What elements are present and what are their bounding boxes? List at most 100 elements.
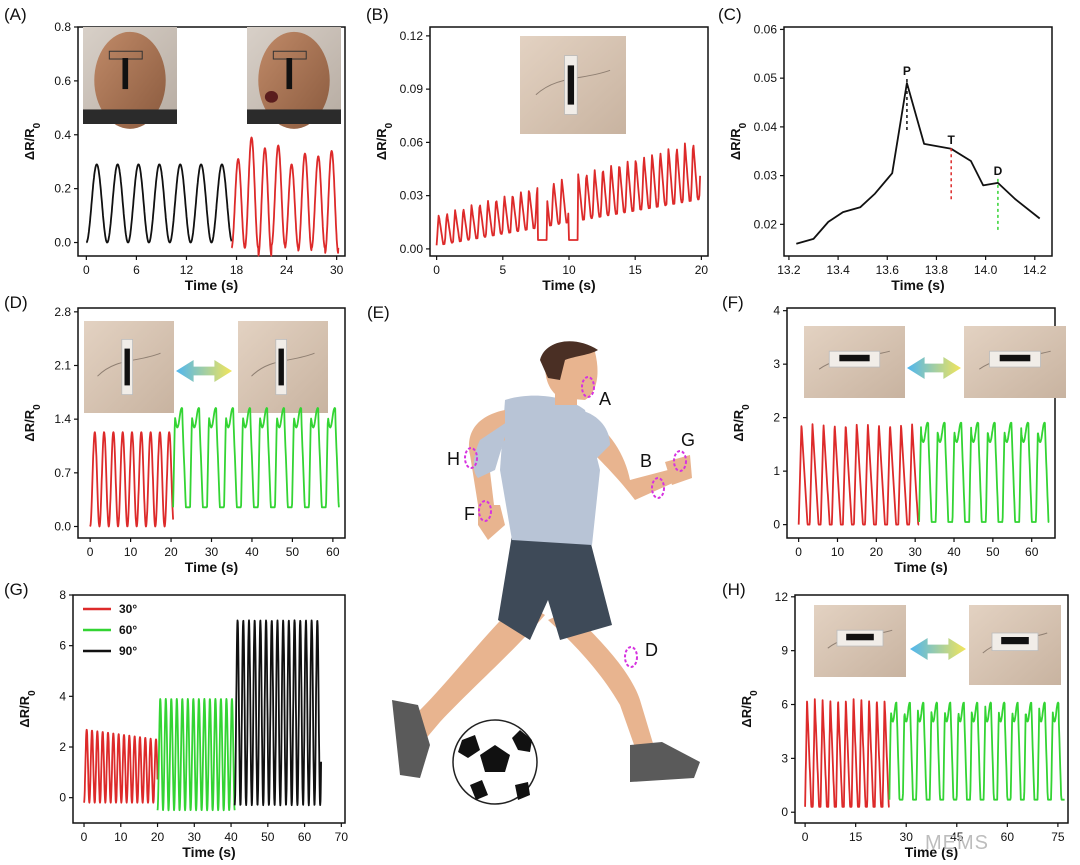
photo-shirt: [247, 109, 341, 124]
legend-label: 30°: [119, 602, 137, 616]
back-sleeve: [473, 420, 510, 478]
y-tick-label: 1.4: [54, 412, 71, 426]
y-tick-label: 0.06: [754, 22, 778, 36]
y-tick-label: 0.0: [54, 520, 71, 534]
y-tick-label: 3: [773, 357, 780, 371]
inset-photo-knee-straight: [84, 321, 174, 413]
x-tick-label: 12: [180, 263, 194, 277]
front-sleeve: [580, 410, 610, 460]
y-axis-label-subscript: 0: [749, 690, 760, 696]
peak-label-t: T: [948, 133, 956, 147]
panel-a-label: (A): [4, 5, 27, 24]
shorts: [498, 535, 612, 640]
site-label-d: D: [645, 640, 658, 660]
site-marker-a: [581, 376, 595, 398]
x-tick-label: 40: [947, 545, 961, 559]
y-axis-label-subscript: 0: [32, 404, 43, 410]
site-label-h: H: [447, 449, 460, 469]
y-axis-label-subscript: 0: [32, 122, 43, 128]
x-tick-label: 13.2: [777, 263, 801, 277]
y-tick-label: 6: [59, 639, 66, 653]
series-line-fast: [89, 431, 174, 528]
double-arrow-icon: [176, 360, 232, 382]
y-tick-label: 0: [773, 518, 780, 532]
y-tick-label: 2.1: [54, 359, 71, 373]
y-tick-label: 0.0: [54, 236, 71, 250]
x-tick-label: 40: [245, 545, 259, 559]
x-tick-label: 30: [900, 830, 914, 844]
x-tick-label: 70: [335, 830, 349, 844]
x-tick-label: 30: [188, 830, 202, 844]
watermark-text: MEMS: [925, 832, 989, 854]
y-tick-label: 9: [781, 644, 788, 658]
y-tick-label: 2: [59, 740, 66, 754]
y-tick-label: 3: [781, 751, 788, 765]
y-tick-label: 1: [773, 464, 780, 478]
x-tick-label: 15: [849, 830, 863, 844]
x-tick-label: 30: [908, 545, 922, 559]
x-axis-label: Time (s): [185, 559, 238, 575]
back-shoe: [392, 700, 430, 778]
legend-label: 90°: [119, 644, 137, 658]
y-axis-label-subscript: 0: [27, 690, 38, 696]
photo-sensor: [122, 58, 129, 90]
series-line-90: [233, 619, 322, 807]
photo-face: [94, 31, 166, 129]
y-tick-label: 0: [781, 805, 788, 819]
inset-photo-wrist-straight: [814, 605, 906, 677]
series-line-slow: [888, 701, 1066, 801]
y-tick-label: 12: [775, 590, 789, 604]
photo-sensor: [999, 354, 1031, 362]
photo-sensor: [1001, 637, 1029, 645]
legend-label: 60°: [119, 623, 137, 637]
x-tick-label: 24: [280, 263, 294, 277]
y-axis-label: ΔR/R0: [731, 404, 752, 442]
y-axis-label-subscript: 0: [384, 122, 395, 128]
plot-frame: [794, 594, 1069, 824]
panel-g-label: (G): [4, 580, 29, 599]
x-tick-label: 75: [1051, 830, 1065, 844]
shirt: [500, 395, 600, 545]
photo-shirt: [83, 109, 177, 124]
series-line-30: [83, 728, 159, 804]
x-tick-label: 60: [326, 545, 340, 559]
x-tick-label: 60: [298, 830, 312, 844]
photo-sensor: [124, 348, 130, 386]
site-label-g: G: [681, 430, 695, 450]
panel-b-label: (B): [366, 5, 389, 24]
x-tick-label: 6: [133, 263, 140, 277]
inset-photo-elbow-straight: [804, 326, 905, 398]
y-tick-label: 0.03: [400, 189, 424, 203]
photo-sensor: [846, 633, 874, 641]
y-tick-label: 0.12: [400, 29, 424, 43]
inset-photo-wrist: [520, 36, 626, 134]
panel-g-chart: (G) 0 10 20 30 40 50 60 70 0 2 4 6 8 Time (s) ΔR/R0 30° 6…: [4, 580, 348, 860]
site-marker-f: [478, 500, 492, 522]
x-tick-label: 13.4: [826, 263, 850, 277]
x-tick-label: 14.2: [1023, 263, 1047, 277]
series-line-open: [230, 136, 340, 257]
y-tick-label: 0.09: [400, 82, 424, 96]
y-tick-label: 0.4: [54, 128, 71, 142]
x-tick-label: 10: [562, 263, 576, 277]
y-tick-label: 4: [773, 304, 780, 318]
x-tick-label: 0: [87, 545, 94, 559]
x-tick-label: 14.0: [974, 263, 998, 277]
site-marker-d: [624, 646, 638, 668]
panel-e-label: (E): [367, 303, 390, 322]
plot-frame: [72, 594, 346, 824]
site-label-f: F: [464, 504, 475, 524]
site-marker-h: [464, 447, 478, 469]
x-tick-label: 0: [433, 263, 440, 277]
x-axis-label: Time (s): [185, 277, 238, 293]
x-tick-label: 0: [802, 830, 809, 844]
x-tick-label: 15: [629, 263, 643, 277]
x-tick-label: 30: [330, 263, 344, 277]
panel-a-chart: (A) 0 6 12 18 24 30 0.0 0.2 0.4 0.6 0.8 Time (s) ΔR/R…: [4, 5, 346, 293]
y-axis-label: ΔR/R0: [728, 122, 749, 160]
y-axis-label: ΔR/R0: [739, 690, 760, 728]
front-shoe: [630, 742, 700, 782]
series-line-slow: [172, 407, 340, 509]
y-tick-label: 0.2: [54, 182, 71, 196]
